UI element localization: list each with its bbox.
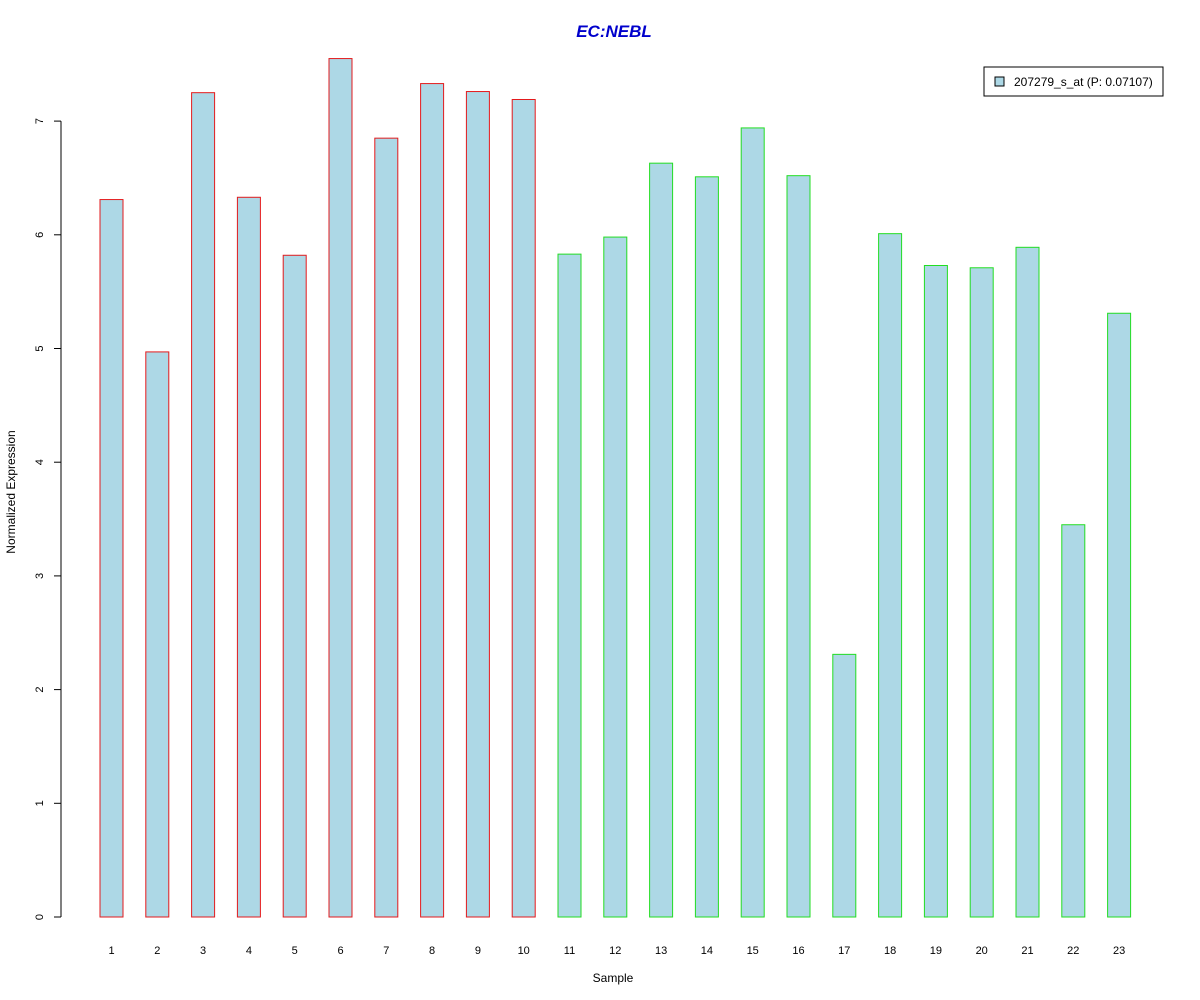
bars <box>99 58 1132 918</box>
bar-2 <box>145 351 170 918</box>
y-tick-label: 5 <box>34 345 46 351</box>
bar-23 <box>1107 312 1132 918</box>
x-tick-label: 17 <box>838 945 850 957</box>
y-tick-label: 3 <box>34 573 46 579</box>
x-tick-label: 8 <box>429 945 435 957</box>
x-tick-label: 10 <box>518 945 530 957</box>
bar-14 <box>694 176 719 918</box>
x-tick-label: 3 <box>200 945 206 957</box>
x-tick-label: 21 <box>1021 945 1033 957</box>
bar-7 <box>374 137 399 918</box>
bar-18 <box>878 233 903 918</box>
x-tick-label: 14 <box>701 945 713 957</box>
bar-11 <box>557 253 582 918</box>
x-tick-label: 22 <box>1067 945 1079 957</box>
chart-title: EC:NEBL <box>576 22 652 41</box>
x-tick-label: 19 <box>930 945 942 957</box>
y-tick-label: 7 <box>34 118 46 124</box>
x-tick-label: 7 <box>383 945 389 957</box>
bar-5 <box>282 254 307 918</box>
x-tick-label: 1 <box>108 945 114 957</box>
bar-15 <box>740 127 765 918</box>
x-tick-label: 13 <box>655 945 667 957</box>
x-tick-label: 2 <box>154 945 160 957</box>
y-tick-label: 6 <box>34 232 46 238</box>
bar-12 <box>603 236 628 918</box>
bar-10 <box>511 98 536 918</box>
x-tick-labels: 1 2 3 4 5 6 7 8 9 10 11 12 13 14 15 16 17 18 19 20 21 22 23 <box>108 945 1125 957</box>
x-tick-label: 5 <box>292 945 298 957</box>
y-tick-label: 1 <box>34 800 46 806</box>
bar-16 <box>786 175 811 918</box>
x-axis-label: Sample <box>593 971 634 985</box>
legend-label: 207279_s_at (P: 0.07107) <box>1014 75 1153 89</box>
x-tick-label: 23 <box>1113 945 1125 957</box>
bar-3 <box>191 92 216 918</box>
bar-6 <box>328 58 353 918</box>
x-tick-label: 20 <box>976 945 988 957</box>
x-tick-label: 9 <box>475 945 481 957</box>
bar-13 <box>649 162 674 918</box>
y-axis-label: Normalized Expression <box>4 430 18 553</box>
y-axis: 0 1 2 3 4 5 6 7 <box>34 118 62 920</box>
bar-19 <box>923 264 948 918</box>
bar-4 <box>236 196 261 918</box>
x-tick-label: 15 <box>747 945 759 957</box>
x-tick-label: 18 <box>884 945 896 957</box>
y-tick-label: 4 <box>34 459 46 465</box>
bar-20 <box>969 267 994 918</box>
x-tick-label: 11 <box>564 945 575 957</box>
legend-box <box>983 66 1164 97</box>
bar-22 <box>1061 524 1086 918</box>
legend-swatch <box>994 76 1005 87</box>
x-tick-label: 16 <box>792 945 804 957</box>
bar-9 <box>465 91 490 918</box>
bar-17 <box>832 653 857 918</box>
bar-1 <box>99 199 124 918</box>
bar-8 <box>420 83 445 918</box>
y-tick-label: 2 <box>34 687 46 693</box>
y-tick-label: 0 <box>34 914 46 920</box>
legend: 207279_s_at (P: 0.07107) <box>983 66 1164 97</box>
bar-21 <box>1015 246 1040 918</box>
x-tick-label: 4 <box>246 945 252 957</box>
x-tick-label: 12 <box>609 945 621 957</box>
x-tick-label: 6 <box>337 945 343 957</box>
